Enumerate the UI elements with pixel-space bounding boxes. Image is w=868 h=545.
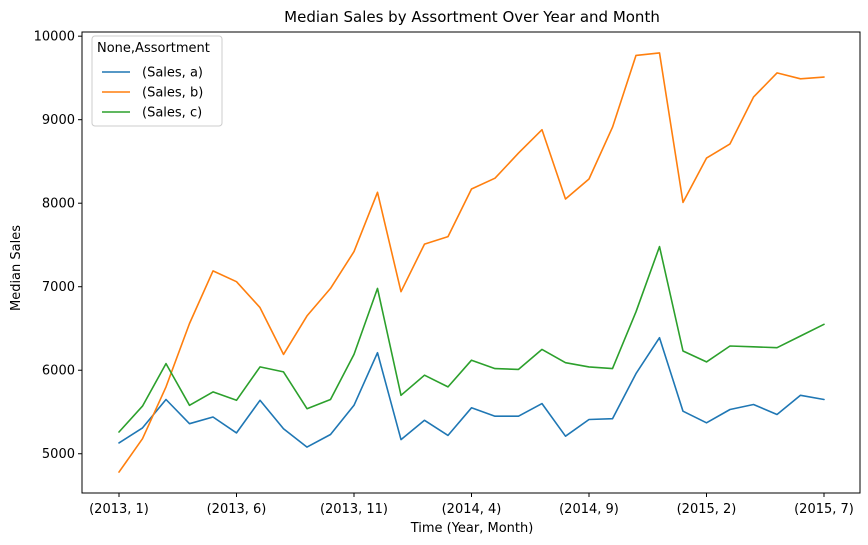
x-axis-label: Time (Year, Month) [410, 521, 534, 536]
x-tick-label: (2015, 7) [794, 502, 854, 517]
legend-label: (Sales, c) [142, 106, 202, 121]
legend-label: (Sales, b) [142, 86, 203, 101]
y-axis-label: Median Sales [9, 225, 24, 311]
legend: None,Assortment (Sales, a) (Sales, b) (Sal… [91, 35, 223, 127]
series-line-1 [118, 336, 825, 448]
y-tick-label: 5000 [42, 447, 75, 462]
x-tick-label: (2014, 9) [559, 502, 619, 517]
legend-box [91, 35, 223, 127]
x-tick-label: (2013, 1) [89, 502, 149, 517]
plot-area [118, 52, 825, 473]
x-tick-label: (2013, 6) [207, 502, 267, 517]
y-tick-label: 6000 [42, 364, 75, 379]
x-tick-label: (2013, 11) [320, 502, 388, 517]
y-tick-label: 10000 [34, 30, 75, 45]
y-tick-label: 9000 [42, 113, 75, 128]
x-tick-label: (2014, 4) [442, 502, 502, 517]
x-tick-label: (2015, 2) [677, 502, 737, 517]
series-line-3 [118, 245, 825, 433]
y-tick-label: 7000 [42, 280, 75, 295]
series-line-2 [118, 52, 825, 473]
x-axis: (2013, 1) (2013, 6) (2013, 11) (2014, 4) (20… [89, 493, 854, 517]
legend-label: (Sales, a) [142, 66, 203, 81]
y-axis: 5000 6000 7000 8000 9000 10000 [34, 30, 82, 462]
chart-title: Median Sales by Assortment Over Year and… [284, 8, 660, 26]
y-tick-label: 8000 [42, 197, 75, 212]
legend-title: None,Assortment [97, 41, 210, 56]
